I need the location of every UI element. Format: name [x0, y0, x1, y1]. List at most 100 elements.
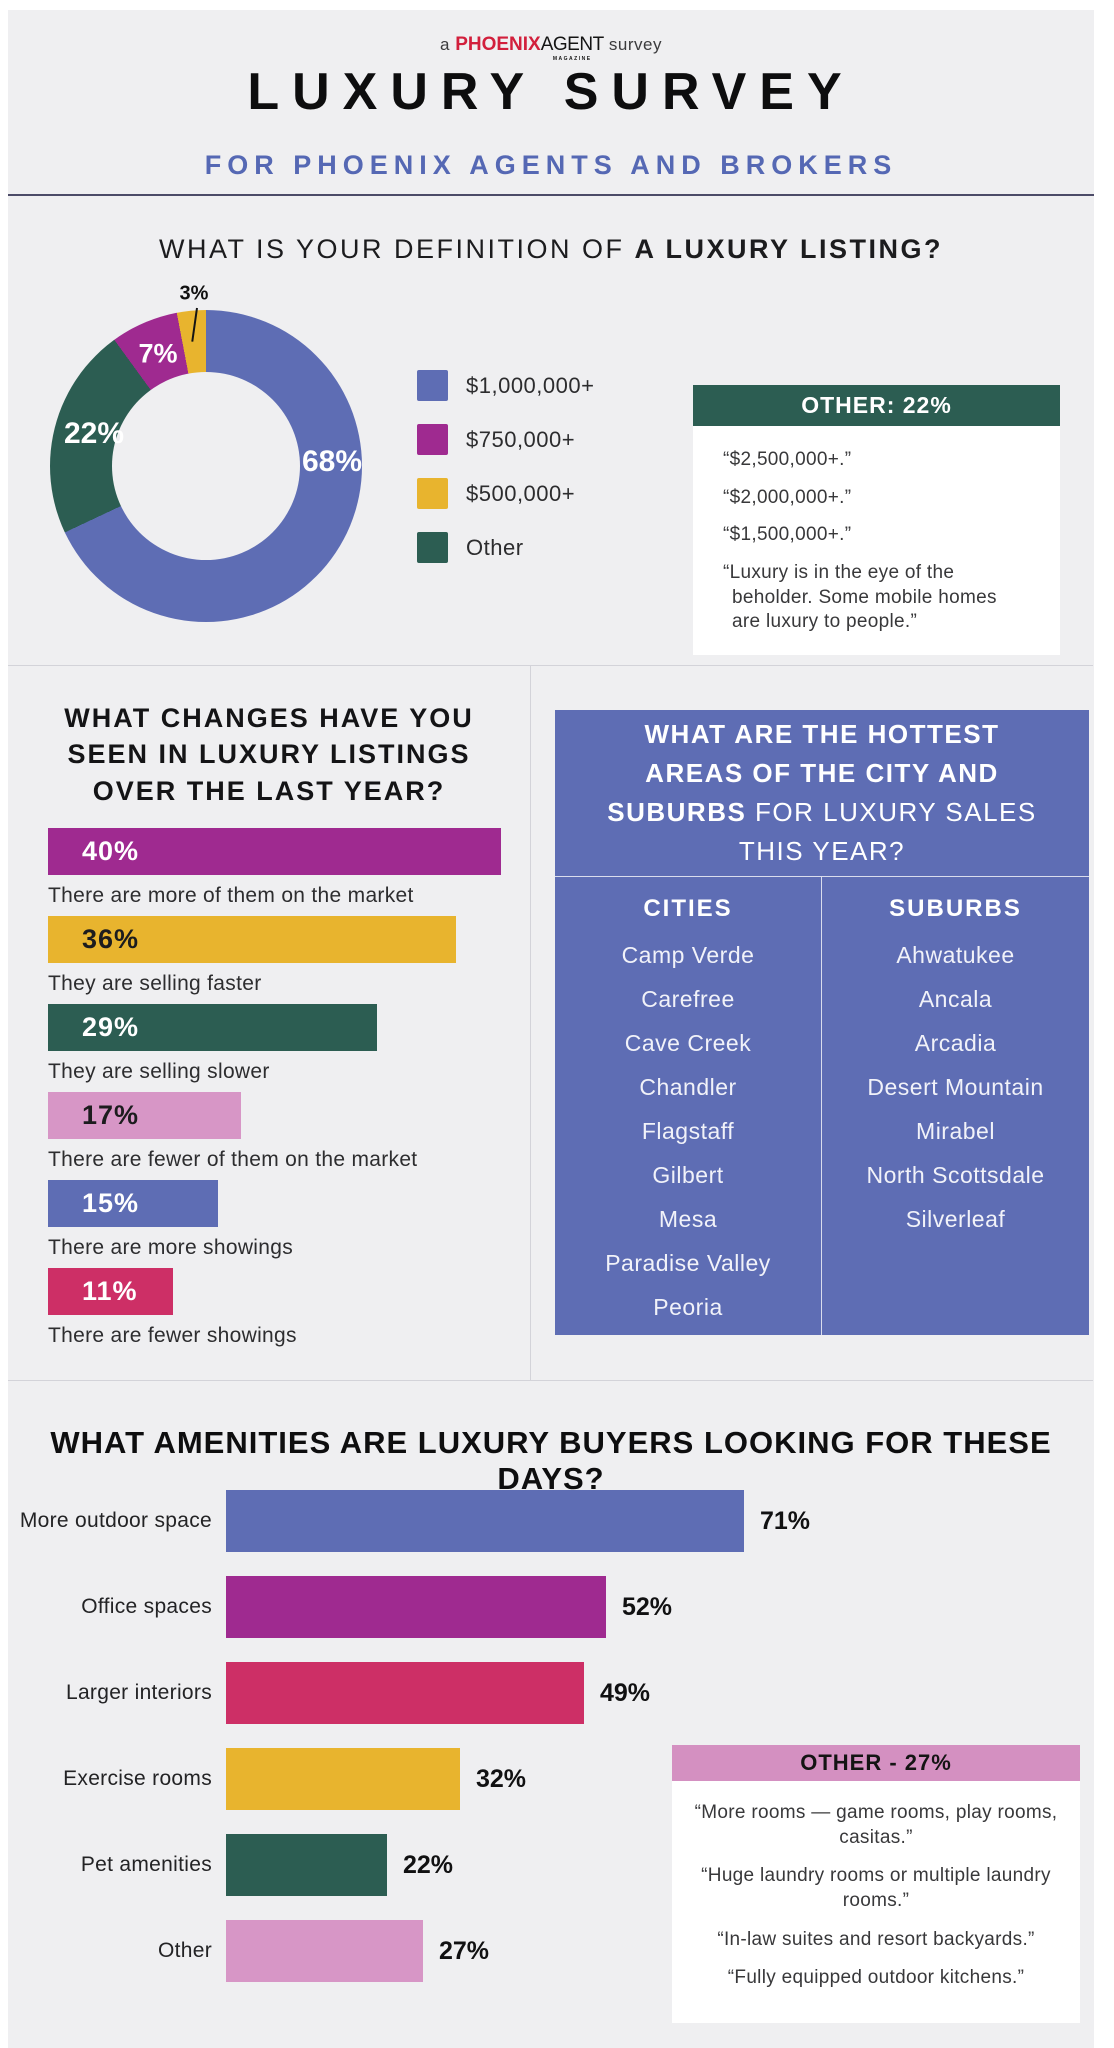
logo-phoenix: PHOENIX — [455, 34, 541, 55]
section-divider-vertical — [530, 665, 531, 1380]
legend-label: $750,000+ — [466, 426, 576, 452]
city-item: Gilbert — [652, 1162, 724, 1188]
definition-donut-chart: 68% 22% 7% 3% — [50, 283, 362, 622]
city-item: Chandler — [639, 1074, 737, 1100]
bar-row: 17% There are fewer of them on the market — [48, 1092, 518, 1172]
amenity-bar — [226, 1576, 606, 1638]
other-definition-callout-header: OTHER: 22% — [693, 385, 1060, 426]
amenity-bar — [226, 1920, 423, 1982]
other-definition-callout: OTHER: 22% “$2,500,000+.” “$2,000,000+.” “… — [693, 385, 1060, 656]
suburb-item: North Scottsdale — [866, 1162, 1045, 1188]
amenity-label: More outdoor space — [19, 1509, 212, 1532]
definition-question-title: WHAT IS YOUR DEFINITION OF A LUXURY LIST… — [8, 234, 1094, 265]
suburb-item: Ahwatukee — [896, 942, 1015, 968]
quote-text: “$1,500,000+.” — [723, 524, 852, 546]
amenity-value: 71% — [760, 1506, 811, 1535]
bar-value: 15% — [82, 1188, 140, 1218]
amenities-bar-chart: More outdoor space 71% Office spaces 52% Lar… — [8, 1490, 1094, 2006]
amenity-value: 32% — [476, 1764, 527, 1793]
suburb-item: Silverleaf — [905, 1206, 1006, 1232]
city-item: Carefree — [641, 986, 735, 1012]
city-item: Cave Creek — [624, 1030, 752, 1056]
bar-label: There are fewer of them on the market — [48, 1148, 418, 1171]
legend-swatch — [417, 532, 448, 563]
donut-hole — [112, 372, 300, 560]
amenity-value: 49% — [600, 1678, 651, 1707]
legend-label: Other — [466, 534, 524, 560]
amenity-bar — [226, 1662, 584, 1724]
logo-agent: AGENT MAGAZINE — [540, 34, 604, 62]
bar-value: 36% — [82, 924, 140, 954]
amenity-bar — [226, 1748, 460, 1810]
city-item: Camp Verde — [621, 942, 755, 968]
legend-item: $1,000,000+ — [417, 370, 594, 401]
hottest-areas-title-regular: FOR LUXURY SALES THIS YEAR? — [738, 797, 1037, 866]
legend-item: $500,000+ — [417, 478, 594, 509]
amenity-row: Pet amenities 22% — [8, 1834, 1094, 1896]
donut-legend: $1,000,000+ $750,000+ $500,000+ Other — [417, 370, 594, 586]
donut-label-7: 7% — [138, 338, 178, 369]
bar-row: 36% They are selling faster — [48, 916, 518, 996]
bar-label: There are more of them on the market — [48, 884, 414, 907]
suburbs-column: SUBURBS Ahwatukee Ancala Arcadia Desert Mou… — [822, 877, 1089, 1335]
header-divider — [8, 194, 1094, 196]
section-divider-top — [8, 665, 1093, 666]
legend-swatch — [417, 370, 448, 401]
donut-label-3: 3% — [179, 282, 209, 305]
logo-magazine-sub: MAGAZINE — [552, 56, 592, 62]
quote-text: “Fully equipped outdoor kitchens.” — [727, 1967, 1025, 1989]
legend-label: $500,000+ — [466, 480, 576, 506]
amenity-row: Other 27% — [8, 1920, 1094, 1982]
bar-row: 15% There are more showings — [48, 1180, 518, 1260]
legend-item: Other — [417, 532, 594, 563]
page-subtitle: FOR PHOENIX AGENTS AND BROKERS — [204, 150, 898, 180]
suburb-item: Mirabel — [916, 1118, 995, 1144]
amenity-row: Exercise rooms 32% — [8, 1748, 1094, 1810]
page-title: LUXURY SURVEY — [247, 63, 855, 121]
quote-text: “$2,500,000+.” — [723, 449, 852, 470]
magazine-logo: a PHOENIXAGENT MAGAZINE survey — [8, 34, 1094, 62]
quote-text: “More rooms — game rooms, play rooms, ca… — [694, 1802, 1058, 1848]
logo-prefix: a — [440, 35, 456, 54]
amenity-label: Exercise rooms — [63, 1767, 212, 1790]
amenity-value: 52% — [622, 1592, 673, 1621]
bar: 15% — [48, 1180, 218, 1227]
quote-text: “In-law suites and resort backyards.” — [717, 1928, 1035, 1950]
suburb-item: Ancala — [918, 986, 993, 1012]
city-item: Flagstaff — [641, 1118, 735, 1144]
bar-label: They are selling slower — [48, 1060, 270, 1083]
legend-swatch — [417, 478, 448, 509]
definition-question-regular: WHAT IS YOUR DEFINITION OF — [158, 234, 635, 264]
cities-list: Camp Verde Carefree Cave Creek Chandler Flag… — [555, 933, 821, 1329]
bar-label: There are more showings — [48, 1236, 294, 1259]
bar: 11% — [48, 1268, 173, 1315]
bar: 17% — [48, 1092, 241, 1139]
bar-value: 40% — [82, 836, 140, 866]
bar-value: 11% — [82, 1276, 138, 1306]
hottest-areas-columns: CITIES Camp Verde Carefree Cave Creek Chand… — [555, 876, 1089, 1335]
amenity-label: Other — [157, 1939, 212, 1962]
infographic-canvas: a PHOENIXAGENT MAGAZINE survey LUXURY SUR… — [8, 10, 1094, 2048]
other-amenities-callout-header: OTHER - 27% — [672, 1745, 1080, 1781]
bar: 40% — [48, 828, 501, 875]
changes-question-title: WHAT CHANGES HAVE YOU SEEN IN LUXURY LIS… — [64, 703, 474, 806]
suburbs-list: Ahwatukee Ancala Arcadia Desert Mountain Mir… — [822, 933, 1089, 1241]
bar-row: 40% There are more of them on the market — [48, 828, 518, 908]
legend-item: $750,000+ — [417, 424, 594, 455]
hottest-areas-panel: WHAT ARE THE HOTTEST AREAS OF THE CITY A… — [555, 710, 1089, 1335]
other-amenities-callout: OTHER - 27% “More rooms — game rooms, pl… — [672, 1745, 1080, 2024]
cities-column: CITIES Camp Verde Carefree Cave Creek Chand… — [555, 877, 822, 1335]
amenity-value: 27% — [439, 1936, 490, 1965]
city-item: Mesa — [658, 1206, 718, 1232]
quote-text: “Luxury is in the eye of the beholder. S… — [723, 562, 997, 633]
amenity-label: Larger interiors — [65, 1681, 212, 1704]
suburb-item: Desert Mountain — [867, 1074, 1044, 1100]
amenity-bar — [226, 1490, 744, 1552]
quote-text: “Huge laundry rooms or multiple laundry … — [701, 1865, 1051, 1912]
cities-header: CITIES — [643, 895, 733, 922]
section-divider-bottom — [8, 1380, 1093, 1381]
amenity-bar — [226, 1834, 387, 1896]
quote-text: “$2,000,000+.” — [723, 486, 852, 508]
bar-label: There are fewer showings — [48, 1324, 297, 1347]
